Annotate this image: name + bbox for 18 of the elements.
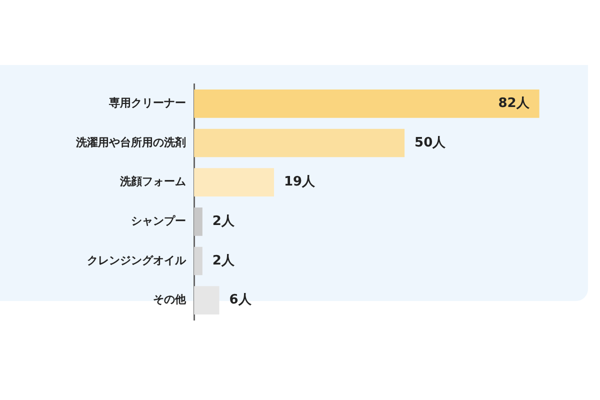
data-label: 50人 — [414, 135, 447, 150]
data-label: 2人 — [212, 253, 236, 268]
y-tick-label: クレンジングオイル — [87, 254, 187, 267]
y-tick-label: 専用クリーナー — [108, 96, 186, 110]
bar — [194, 246, 202, 276]
bar — [194, 90, 540, 118]
data-label: 6人 — [229, 292, 252, 308]
y-tick-label: その他 — [153, 293, 187, 306]
data-label: 19人 — [284, 174, 316, 190]
y-tick-label: 洗濯用や台所用の洗剤 — [75, 136, 186, 149]
bar — [194, 168, 274, 196]
bar — [194, 128, 405, 158]
data-label: 82人 — [498, 96, 530, 112]
bar — [194, 208, 202, 236]
data-label: 2人 — [212, 214, 236, 230]
y-tick-label: 洗顔フォーム — [119, 175, 186, 188]
y-tick-label: シャンプー — [131, 214, 186, 228]
bar — [194, 286, 220, 314]
